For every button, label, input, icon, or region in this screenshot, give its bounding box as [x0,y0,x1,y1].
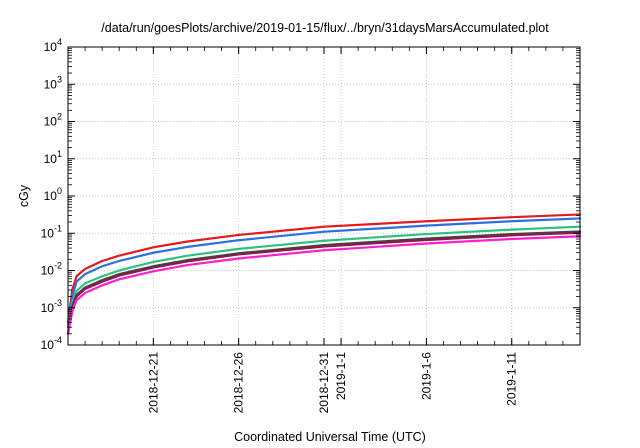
y-tick-label: 10-1 [41,223,62,240]
x-tick-label: 2019-1-6 [419,352,433,400]
y-tick-label: 101 [44,149,62,166]
y-tick-labels: 10-4 10-3 10-2 10-1 100 101 102 103 104 [41,37,62,352]
x-tick-labels: 2018-12-21 2018-12-26 2018-12-31 2019-1-1 20… [146,352,518,414]
y-tick-label: 103 [44,74,62,91]
x-tick-label: 2018-12-21 [146,352,160,414]
y-tick-label: 100 [44,186,62,203]
series-line-5 [66,231,582,335]
axis-ticks [68,46,580,346]
y-tick-label: 10-2 [41,261,62,278]
series-line-1 [66,213,582,324]
series-line-2 [66,217,582,329]
y-tick-label: 102 [44,112,62,129]
grid-lines [68,47,580,345]
x-tick-label: 2018-12-31 [317,352,331,414]
x-tick-label: 2019-1-1 [334,352,348,400]
y-tick-label: 104 [44,37,62,54]
x-tick-label: 2019-1-11 [505,352,519,406]
series-line-6 [66,235,582,335]
data-series [66,213,582,335]
y-tick-label: 10-3 [41,298,62,315]
x-tick-label: 2018-12-26 [232,352,246,414]
chart-title: /data/run/goesPlots/archive/2019-01-15/f… [101,21,549,35]
y-tick-label: 10-4 [41,335,62,352]
x-axis-title: Coordinated Universal Time (UTC) [234,430,426,444]
y-axis-title: cGy [17,184,31,207]
series-line-3 [66,225,582,329]
series-line-4 [66,230,582,335]
